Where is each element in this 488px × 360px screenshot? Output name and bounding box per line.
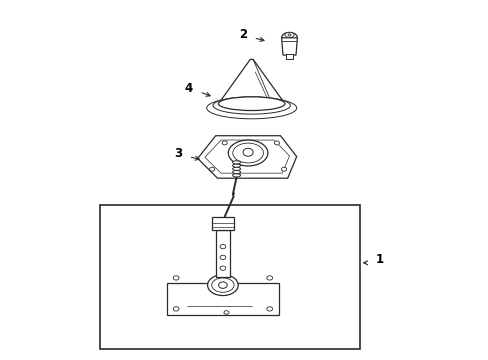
Ellipse shape	[218, 282, 227, 288]
Ellipse shape	[207, 275, 238, 296]
Bar	[285, 54, 292, 59]
Ellipse shape	[222, 141, 227, 145]
Ellipse shape	[228, 140, 267, 166]
Ellipse shape	[218, 97, 285, 111]
Ellipse shape	[211, 278, 234, 292]
Text: 2: 2	[238, 28, 246, 41]
Polygon shape	[281, 38, 297, 55]
Ellipse shape	[213, 97, 290, 114]
Ellipse shape	[173, 276, 179, 280]
Ellipse shape	[232, 170, 240, 174]
Polygon shape	[219, 59, 284, 103]
Ellipse shape	[266, 307, 272, 311]
Ellipse shape	[281, 167, 286, 171]
Ellipse shape	[206, 97, 296, 119]
Ellipse shape	[232, 161, 240, 164]
Ellipse shape	[243, 148, 253, 156]
Ellipse shape	[173, 307, 179, 311]
Bar	[167, 283, 278, 315]
Bar	[215, 230, 230, 277]
Bar	[101, 205, 359, 349]
Ellipse shape	[209, 167, 214, 171]
Ellipse shape	[224, 311, 228, 314]
Ellipse shape	[220, 255, 225, 260]
Ellipse shape	[232, 164, 240, 167]
Text: 1: 1	[375, 253, 383, 266]
Ellipse shape	[284, 32, 294, 37]
Ellipse shape	[220, 266, 225, 270]
Ellipse shape	[232, 167, 240, 171]
Ellipse shape	[287, 34, 290, 36]
Ellipse shape	[266, 276, 272, 280]
Polygon shape	[204, 140, 289, 173]
Ellipse shape	[232, 174, 240, 177]
Text: 4: 4	[184, 82, 192, 95]
Polygon shape	[197, 136, 296, 178]
Bar	[212, 217, 233, 230]
Ellipse shape	[232, 143, 263, 163]
Text: 3: 3	[173, 147, 182, 160]
Ellipse shape	[220, 244, 225, 249]
Ellipse shape	[274, 141, 279, 145]
